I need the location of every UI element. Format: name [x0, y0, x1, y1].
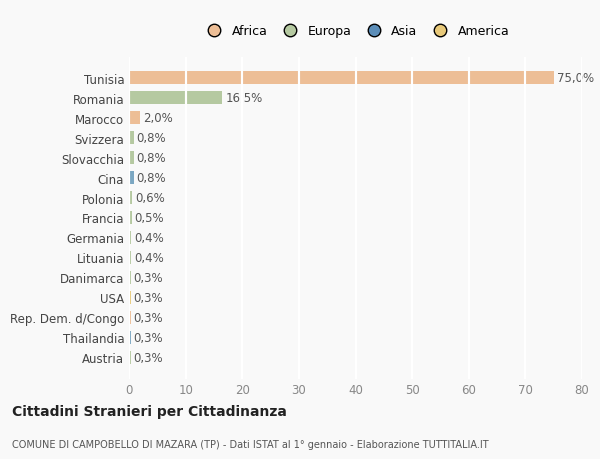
Bar: [129, 252, 131, 264]
Bar: [129, 92, 223, 105]
Bar: [129, 291, 131, 304]
Text: 0,5%: 0,5%: [134, 212, 164, 224]
Text: 0,3%: 0,3%: [134, 291, 163, 304]
Bar: [129, 331, 131, 344]
Text: 0,6%: 0,6%: [135, 191, 165, 205]
Text: 0,8%: 0,8%: [136, 132, 166, 145]
Bar: [129, 172, 134, 185]
Bar: [129, 212, 132, 224]
Text: Cittadini Stranieri per Cittadinanza: Cittadini Stranieri per Cittadinanza: [12, 404, 287, 419]
Bar: [129, 311, 131, 324]
Text: 16,5%: 16,5%: [225, 92, 263, 105]
Bar: [129, 112, 140, 125]
Text: 75,0%: 75,0%: [557, 72, 593, 85]
Legend: Africa, Europa, Asia, America: Africa, Europa, Asia, America: [202, 25, 509, 38]
Text: 0,3%: 0,3%: [134, 311, 163, 324]
Text: 0,8%: 0,8%: [136, 152, 166, 165]
Bar: [129, 351, 131, 364]
Bar: [129, 231, 131, 245]
Text: 2,0%: 2,0%: [143, 112, 173, 125]
Text: COMUNE DI CAMPOBELLO DI MAZARA (TP) - Dati ISTAT al 1° gennaio - Elaborazione TU: COMUNE DI CAMPOBELLO DI MAZARA (TP) - Da…: [12, 440, 488, 449]
Bar: [129, 271, 131, 284]
Text: 0,3%: 0,3%: [134, 331, 163, 344]
Text: 0,3%: 0,3%: [134, 271, 163, 284]
Bar: [129, 72, 554, 85]
Text: 0,4%: 0,4%: [134, 252, 164, 264]
Text: 0,8%: 0,8%: [136, 172, 166, 185]
Bar: [129, 132, 134, 145]
Bar: [129, 191, 133, 205]
Text: 0,3%: 0,3%: [134, 351, 163, 364]
Bar: [129, 152, 134, 165]
Text: 0,4%: 0,4%: [134, 231, 164, 245]
